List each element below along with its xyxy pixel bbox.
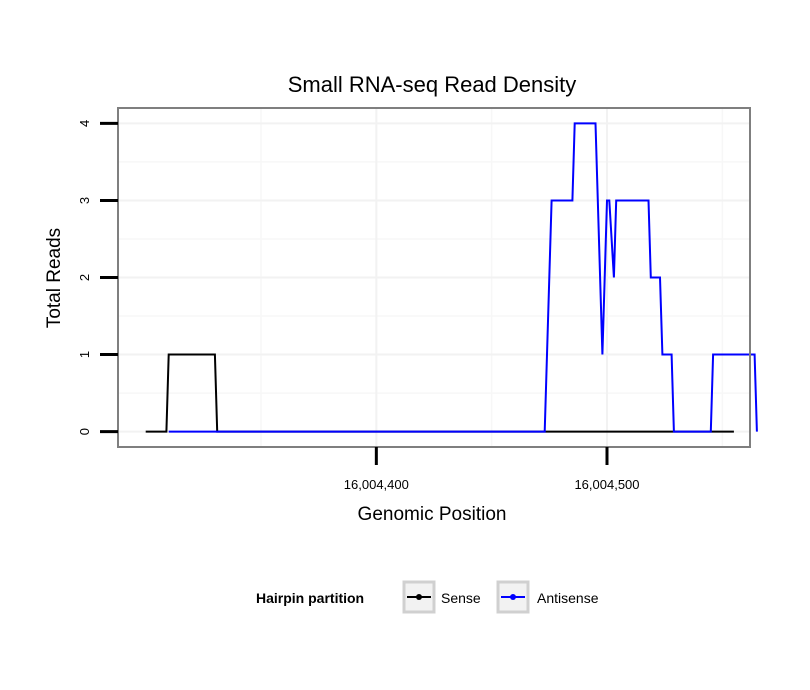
x-tick-label: 16,004,500 [574,477,639,492]
legend-label-sense: Sense [441,590,481,606]
legend-label-antisense: Antisense [537,590,599,606]
x-tick-label: 16,004,400 [344,477,409,492]
y-axis-title: Total Reads [44,228,65,328]
legend-item-antisense: Antisense [496,580,599,614]
x-axis-title: Genomic Position [358,504,507,525]
legend-title: Hairpin partition [256,590,364,606]
legend: Hairpin partition Sense Antisense [256,580,599,614]
x-axis: 16,004,400 16,004,500 [344,447,640,492]
y-axis: 0 1 2 3 4 [77,120,118,435]
y-tick-label: 1 [77,351,92,358]
legend-item-sense: Sense [402,580,481,614]
y-tick-label: 0 [77,428,92,435]
series-layer [145,122,758,433]
y-tick-label: 3 [77,197,92,204]
chart-title: Small RNA-seq Read Density [288,72,577,97]
legend-point-antisense [510,594,516,600]
series-line-antisense [168,122,758,433]
legend-point-sense [416,594,422,600]
y-tick-label: 4 [77,120,92,127]
y-tick-label: 2 [77,274,92,281]
